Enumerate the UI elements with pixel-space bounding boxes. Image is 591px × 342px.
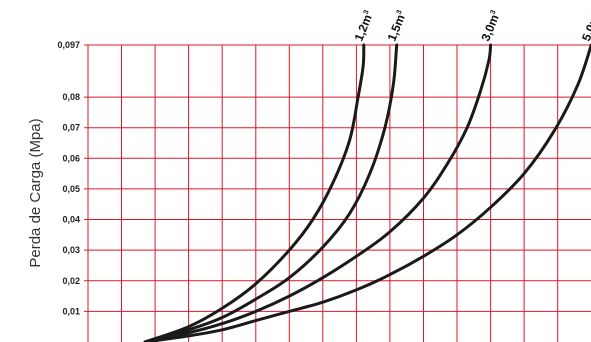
y-tick-label: 0,04: [62, 215, 80, 225]
series-line: [143, 43, 493, 342]
y-tick-label: 0,02: [62, 276, 80, 286]
y-tick-label: 0,01: [62, 306, 80, 316]
series-line: [143, 43, 399, 342]
y-tick-label: 0,05: [62, 184, 80, 194]
series-label: 3,0m3: [478, 9, 503, 43]
chart-grid: [84, 44, 591, 342]
series-labels: 1,2m3 1,5m3 3,0m3 5,0m3: [352, 9, 591, 43]
y-axis-ticks: 0,01 0,02 0,03 0,04 0,05 0,06 0,07 0,08 0,097: [57, 40, 80, 316]
series-label: 5,0m3: [579, 9, 591, 43]
series-lines: [143, 43, 591, 342]
y-tick-label: 0,097: [57, 40, 80, 50]
y-tick-label: 0,03: [62, 245, 80, 255]
series-line: [143, 43, 591, 342]
series-label: 1,5m3: [385, 9, 410, 43]
series-line: [143, 43, 366, 342]
y-axis-label: Perda de Carga (Mpa): [27, 118, 44, 267]
series-label: 1,2m3: [352, 9, 377, 43]
y-tick-label: 0,06: [62, 153, 80, 163]
y-tick-label: 0,07: [62, 123, 80, 133]
y-tick-label: 0,08: [62, 92, 80, 102]
